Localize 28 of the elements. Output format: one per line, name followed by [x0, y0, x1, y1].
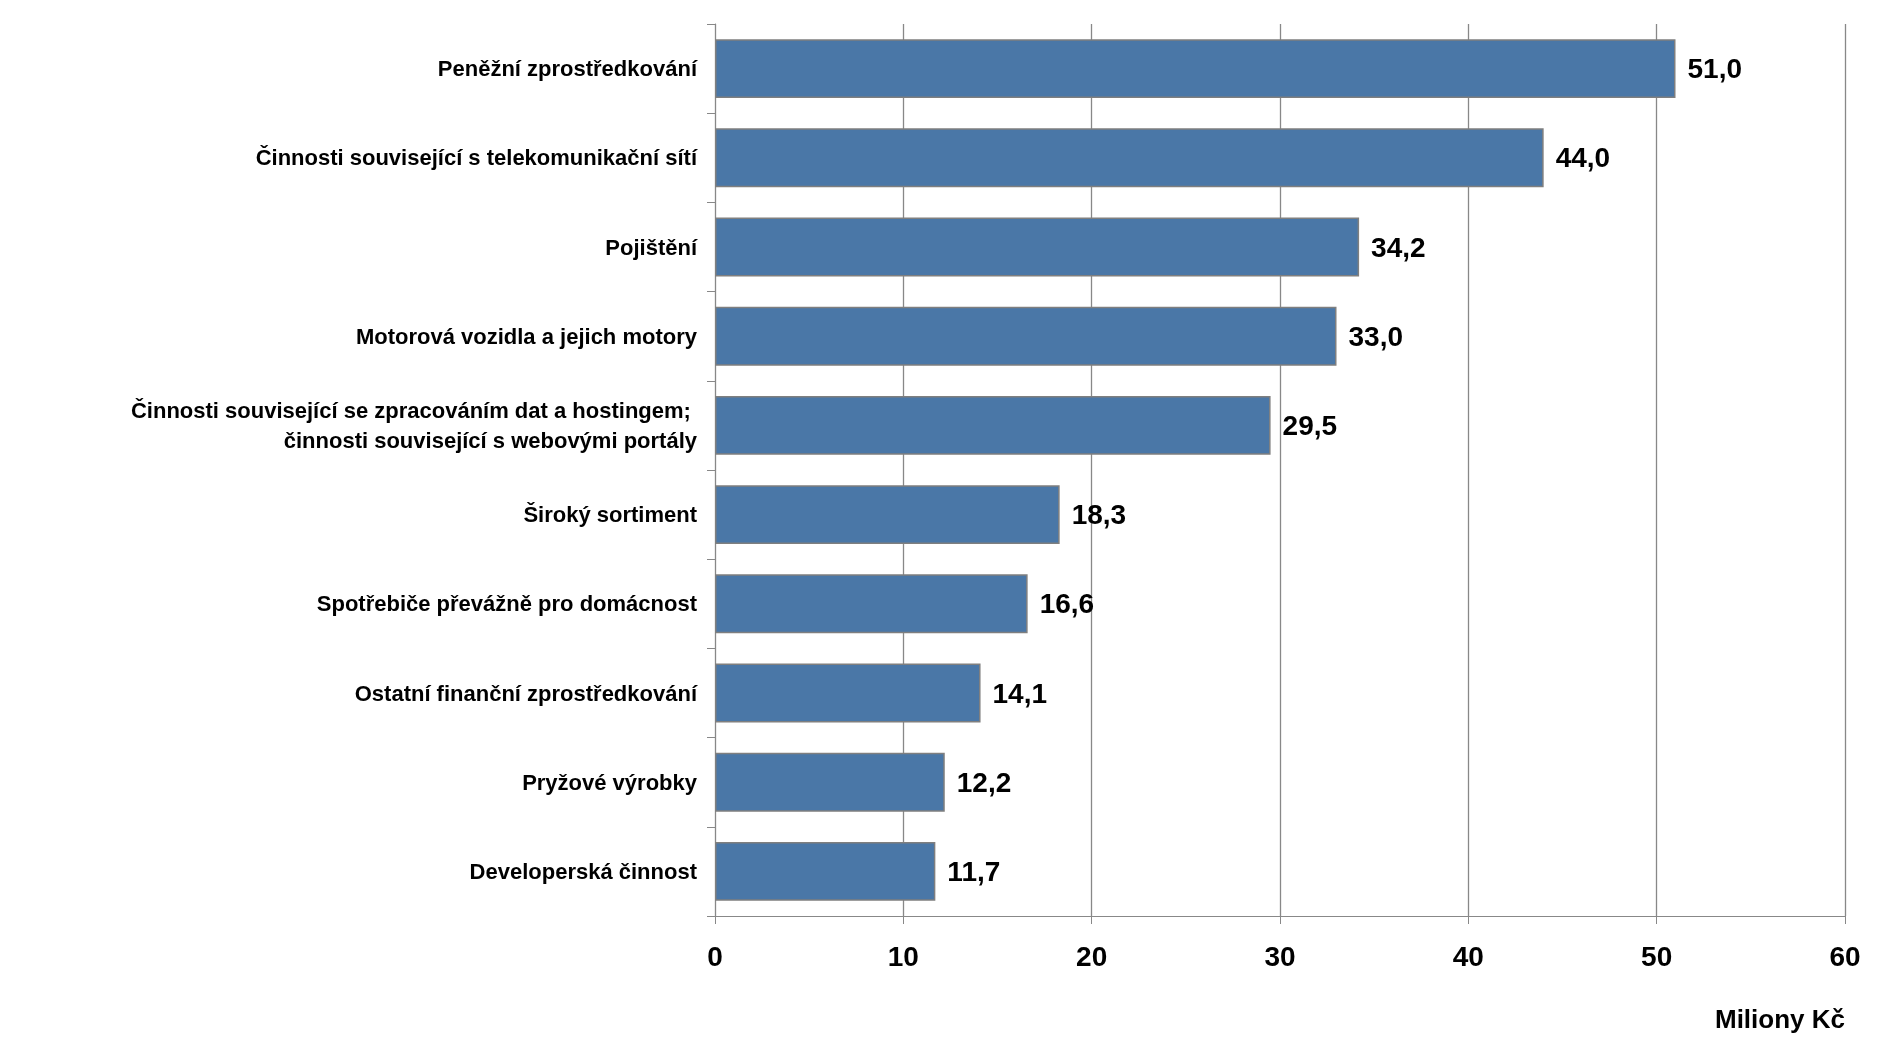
- data-label: 16,6: [1039, 588, 1095, 620]
- y-tick-label: Developerská činnost: [469, 858, 698, 884]
- x-tick-label: 50: [1641, 940, 1673, 972]
- data-label: 29,5: [1282, 409, 1338, 441]
- data-label: 44,0: [1555, 142, 1611, 174]
- x-tick-label: 30: [1264, 940, 1296, 972]
- data-label: 12,2: [956, 766, 1012, 798]
- data-label: 51,0: [1687, 53, 1742, 85]
- data-label: 11,7: [947, 855, 1001, 887]
- x-tick-label: 20: [1076, 940, 1108, 972]
- y-tick-label: Spotřebiče převážně pro domácnost: [316, 591, 698, 617]
- data-label: 14,1: [992, 677, 1048, 709]
- x-tick-label: 60: [1829, 940, 1861, 972]
- y-tick-label: Pojištění: [605, 234, 698, 260]
- x-tick-label: 0: [707, 940, 723, 972]
- y-tick-label: Ostatní finanční zprostředkování: [354, 680, 698, 706]
- data-label: 18,3: [1071, 499, 1127, 531]
- x-tick-label: 10: [887, 940, 919, 972]
- x-tick-label: 40: [1452, 940, 1484, 972]
- y-tick-label: Činnosti související s telekomunikační sítí: [255, 145, 698, 171]
- data-label: 33,0: [1348, 320, 1403, 352]
- y-tick-label: Motorová vozidla a jejich motory: [355, 323, 698, 349]
- y-tick-label: Široký sortiment: [523, 502, 698, 528]
- y-tick-label: Činnosti související se zpracováním dat a hostingem; činnosti související s webovými portály: [130, 397, 698, 453]
- x-axis-title: Miliony Kč: [1714, 1004, 1845, 1034]
- data-label: 34,2: [1371, 231, 1426, 263]
- y-tick-label: Peněžní zprostředkování: [437, 56, 698, 82]
- y-tick-label: Pryžové výrobky: [522, 769, 698, 795]
